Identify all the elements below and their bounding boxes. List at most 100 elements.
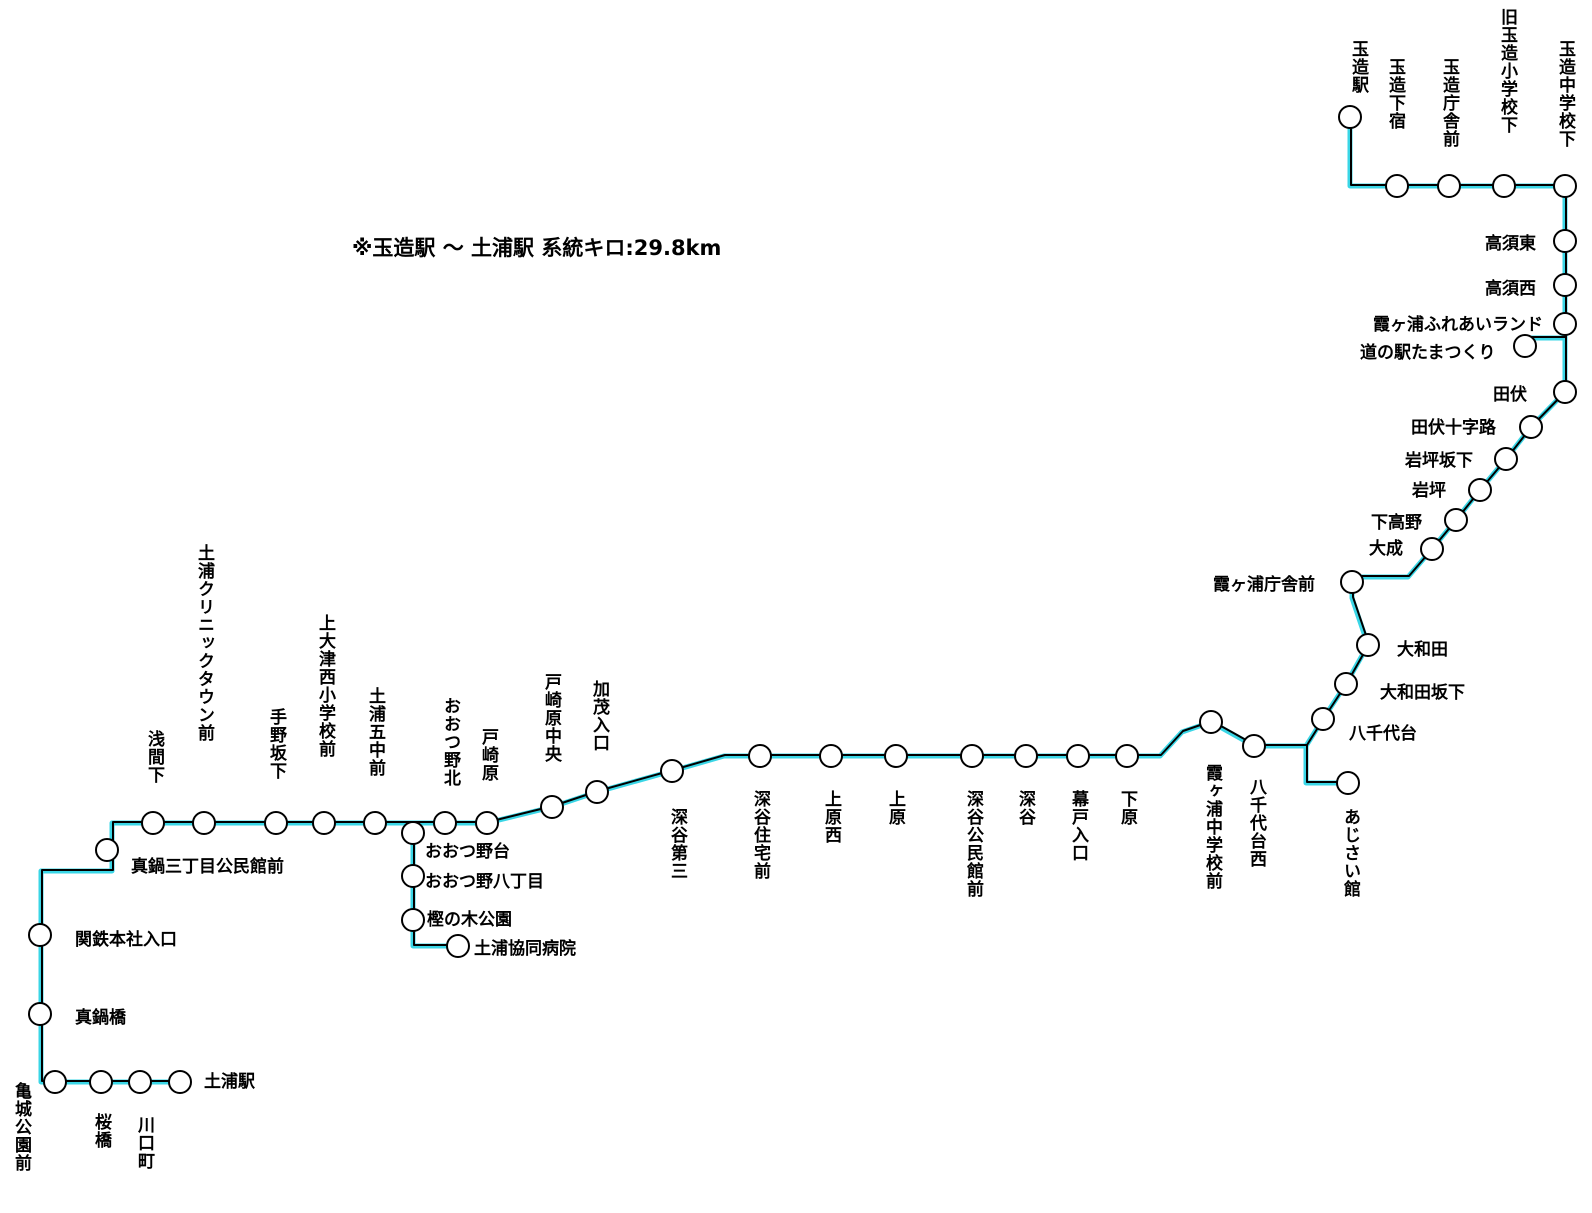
stop-marker-29 (748, 744, 772, 768)
stop-label-kamo-iriguchi: 加茂入口 (589, 680, 609, 752)
stop-marker-5 (1553, 174, 1577, 198)
stop-marker-33 (475, 811, 499, 835)
stop-marker-46 (28, 1002, 52, 1026)
stop-marker-10 (1553, 380, 1577, 404)
stop-marker-35 (401, 821, 425, 845)
stop-marker-28 (819, 744, 843, 768)
stop-marker-21 (1242, 734, 1266, 758)
stop-label-sengen-shita: 浅間下 (144, 730, 164, 784)
stop-label-shimokoya: 下高野 (1371, 513, 1422, 533)
stop-label-ootsuno-kita: おおつ野北 (440, 697, 460, 787)
stop-label-kasumigaura-chugakko-mae: 霞ヶ浦中学校前 (1202, 764, 1222, 890)
stop-marker-19 (1311, 707, 1335, 731)
stop-label-uehara: 上原 (885, 790, 905, 826)
stop-label-teno-sakashita: 手野坂下 (266, 708, 286, 780)
stop-marker-13 (1468, 478, 1492, 502)
stop-marker-4 (1492, 174, 1516, 198)
stop-marker-38 (446, 934, 470, 958)
stop-label-tabuse: 田伏 (1493, 385, 1527, 405)
stop-label-makuto-iriguchi: 幕戸入口 (1068, 790, 1088, 862)
stop-label-kyu-tamatsukuri-shogakko-shita: 旧玉造小学校下 (1497, 8, 1517, 134)
stop-marker-14 (1444, 508, 1468, 532)
stop-label-fukaya-daisan: 深谷第三 (667, 808, 687, 880)
stop-marker-50 (168, 1070, 192, 1094)
stop-marker-18 (1334, 672, 1358, 696)
stop-marker-22 (1199, 710, 1223, 734)
stop-label-fukaya: 深谷 (1015, 790, 1035, 826)
stop-label-michinoeki-tamatsukuri: 道の駅たまつくり (1360, 343, 1496, 363)
stop-label-fukaya-jutaku-mae: 深谷住宅前 (750, 790, 770, 880)
stop-label-tsuchiura-kyodo-byoin: 土浦協同病院 (474, 939, 576, 959)
stop-label-uehara-nishi: 上原西 (821, 790, 841, 844)
stop-marker-8 (1553, 312, 1577, 336)
stop-marker-34 (433, 811, 457, 835)
stop-label-onari: 大成 (1369, 539, 1403, 559)
stop-marker-37 (401, 908, 425, 932)
stop-label-kawaguchicho: 川口町 (134, 1116, 154, 1170)
stop-marker-3 (1437, 174, 1461, 198)
stop-label-tosakihara: 戸崎原 (478, 728, 498, 782)
stop-label-manabe-bashi: 真鍋橋 (75, 1008, 126, 1028)
stop-label-owada: 大和田 (1397, 640, 1448, 660)
stop-label-kasumigaura-chosha-mae: 霞ヶ浦庁舎前 (1213, 575, 1315, 595)
stop-label-iwatsubo: 岩坪 (1412, 481, 1446, 501)
stop-marker-49 (128, 1070, 152, 1094)
route-branch-line-3 (413, 822, 459, 946)
stop-label-kijo-koen-mae: 亀城公園前 (11, 1082, 31, 1172)
stop-marker-25 (1014, 744, 1038, 768)
stop-marker-9 (1513, 334, 1537, 358)
stop-label-ajisai-kan: あじさい館 (1340, 808, 1360, 898)
stop-marker-2 (1385, 174, 1409, 198)
stop-marker-20 (1336, 771, 1360, 795)
stop-marker-31 (585, 780, 609, 804)
stop-label-ootsuno-hatchome: おおつ野八丁目 (425, 872, 544, 892)
stop-marker-39 (363, 811, 387, 835)
stop-label-kantetsu-honsha-iriguchi: 関鉄本社入口 (75, 930, 177, 950)
stop-marker-16 (1340, 570, 1364, 594)
stop-marker-17 (1356, 633, 1380, 657)
stop-marker-32 (540, 795, 564, 819)
stop-label-iwatsubo-sakashita: 岩坪坂下 (1405, 451, 1473, 471)
stop-marker-11 (1519, 415, 1543, 439)
stop-marker-43 (141, 811, 165, 835)
stop-label-tsuchiura-go-chu-mae: 土浦五中前 (365, 687, 385, 777)
stop-marker-30 (660, 759, 684, 783)
stop-marker-47 (43, 1070, 67, 1094)
stop-label-owada-sakashita: 大和田坂下 (1380, 683, 1465, 703)
stop-label-ootsunodai: おおつ野台 (425, 842, 510, 862)
stop-marker-7 (1553, 273, 1577, 297)
stop-label-tosakihara-chuo: 戸崎原中央 (541, 673, 561, 763)
stop-label-kasumigaura-fureai-land: 霞ヶ浦ふれあいランド (1373, 315, 1543, 335)
stop-label-tamatsukuri-station: 玉造駅 (1348, 40, 1368, 94)
stop-label-tsuchiura-station: 土浦駅 (204, 1072, 255, 1092)
stop-label-sakurabashi: 桜橋 (91, 1113, 111, 1149)
route-main-line-accent (38, 117, 1568, 1085)
stop-label-tamatsukuri-shimojuku: 玉造下宿 (1385, 58, 1405, 130)
route-note: ※玉造駅 〜 土浦駅 系統キロ:29.8km (352, 236, 722, 260)
route-lines (38, 116, 1568, 1085)
stop-marker-45 (28, 923, 52, 947)
stop-marker-1 (1338, 105, 1362, 129)
stop-label-tabuse-jujiro: 田伏十字路 (1411, 418, 1496, 438)
stop-markers (28, 105, 1577, 1094)
stop-marker-24 (1066, 744, 1090, 768)
stop-label-yachiyodai: 八千代台 (1349, 724, 1417, 744)
stop-label-fukaya-kominkan-mae: 深谷公民館前 (963, 790, 983, 898)
stop-marker-26 (960, 744, 984, 768)
stop-label-kamiotsu-nishi-shogakko-mae: 上大津西小学校前 (315, 614, 335, 758)
stop-label-tamatsukuri-chosha-mae: 玉造庁舎前 (1439, 58, 1459, 148)
stop-marker-41 (264, 811, 288, 835)
stop-label-tamatsukuri-chugakko-shita: 玉造中学校下 (1555, 40, 1575, 148)
stop-marker-42 (192, 811, 216, 835)
stop-label-manabe-sanchome-kominkan-mae: 真鍋三丁目公民館前 (131, 857, 284, 877)
route-branch-line-1 (1306, 745, 1349, 783)
stop-label-takasu-nishi: 高須西 (1485, 279, 1536, 299)
stop-label-tsuchiura-clinic-town-mae: 土浦クリニックタウン前 (194, 544, 214, 742)
stop-marker-6 (1553, 229, 1577, 253)
stop-marker-44 (95, 838, 119, 862)
route-main-line (41, 116, 1567, 1082)
stop-label-shimohara: 下原 (1117, 790, 1137, 826)
stop-marker-27 (884, 744, 908, 768)
